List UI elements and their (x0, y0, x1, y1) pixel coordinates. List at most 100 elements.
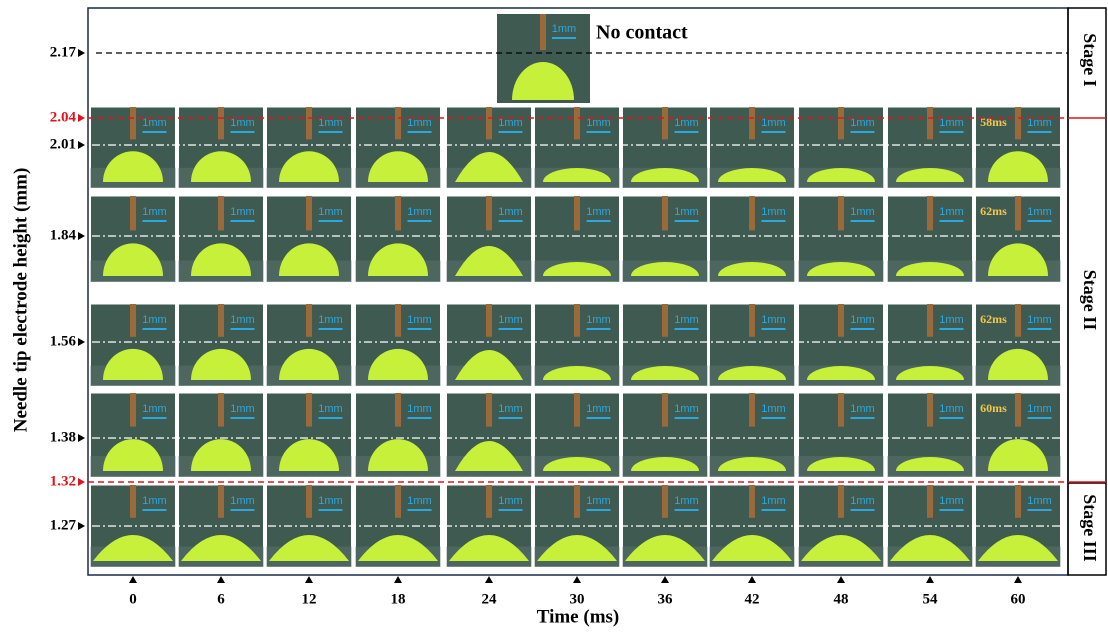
frame: 1mm (267, 196, 352, 282)
scale-label: 1mm (761, 403, 785, 415)
scale-label: 1mm (850, 495, 874, 507)
time-label: 18 (391, 591, 406, 607)
frame: 1mm (179, 393, 264, 477)
frame: 1mm (91, 196, 176, 282)
needle (218, 196, 224, 230)
scale-label: 1mm (586, 403, 610, 415)
height-arrow (78, 141, 85, 149)
scale-label: 1mm (407, 206, 431, 218)
frame: 1mm (799, 196, 884, 282)
needle (838, 304, 844, 337)
needle (749, 304, 755, 337)
needle (838, 393, 844, 427)
scale-label: 1mm (1027, 495, 1051, 507)
scale-label: 1mm (142, 495, 166, 507)
height-arrow (78, 114, 85, 122)
scale-label: 1mm (230, 206, 254, 218)
needle (574, 485, 580, 518)
needle (130, 304, 136, 337)
scale-label: 1mm (142, 403, 166, 415)
scale-label: 1mm (939, 495, 963, 507)
height-label: 1.84 (50, 227, 77, 243)
time-tick (217, 576, 225, 583)
frame: 1mm (267, 393, 352, 477)
end-time: 62ms (980, 204, 1007, 218)
scale-label: 1mm (939, 403, 963, 415)
needle (574, 107, 580, 139)
needle (486, 196, 492, 230)
time-tick (748, 576, 756, 583)
needle (306, 393, 312, 427)
scale-label: 1mm (850, 314, 874, 326)
time-tick (305, 576, 313, 583)
time-label: 0 (129, 591, 137, 607)
time-label: 54 (923, 591, 939, 607)
frame: 1mm (535, 393, 620, 477)
needle (927, 196, 933, 230)
figure: Needle tip electrode height (mm) Time (m… (0, 0, 1108, 634)
scale-label: 1mm (761, 314, 785, 326)
scale-label: 1mm (498, 403, 522, 415)
needle (395, 393, 401, 427)
frame: 1mm (267, 107, 352, 188)
time-label: 6 (217, 591, 225, 607)
needle (1015, 304, 1021, 337)
needle (306, 196, 312, 230)
needle (838, 196, 844, 230)
time-tick (129, 576, 137, 583)
needle (927, 107, 933, 139)
needle (1015, 485, 1021, 518)
frame: 1mm (179, 107, 264, 188)
frame: 1mm (356, 107, 441, 188)
frame: 1mm (623, 393, 708, 477)
frame: 1mm (623, 485, 708, 567)
frame: 1mm (799, 485, 884, 567)
scale-label: 1mm (674, 314, 698, 326)
scale-label: 1mm (498, 314, 522, 326)
frame: 1mm (710, 107, 795, 188)
time-label: 30 (570, 591, 585, 607)
height-label: 2.04 (50, 109, 77, 125)
height-label: 1.27 (50, 517, 77, 533)
time-tick (394, 576, 402, 583)
height-arrow (78, 478, 85, 486)
frame: 1mm (799, 304, 884, 386)
height-arrow (78, 522, 85, 530)
scale-label: 1mm (230, 314, 254, 326)
needle (306, 304, 312, 337)
no-contact-label: No contact (596, 22, 688, 44)
scale-label: 1mm (1027, 403, 1051, 415)
needle (749, 393, 755, 427)
needle (130, 196, 136, 230)
time-label: 24 (482, 591, 498, 607)
needle (130, 485, 136, 518)
frame: 1mm62ms (976, 304, 1061, 386)
frame: 1mm (497, 14, 590, 103)
needle (486, 393, 492, 427)
stage-label: Stage II (1080, 270, 1100, 331)
frame: 1mm (535, 107, 620, 188)
time-tick (661, 576, 669, 583)
needle (1015, 393, 1021, 427)
scale-label: 1mm (674, 206, 698, 218)
time-tick (485, 576, 493, 583)
frame: 1mm (447, 304, 532, 386)
scale-label: 1mm (850, 206, 874, 218)
time-label: 36 (658, 591, 674, 607)
needle (749, 485, 755, 518)
height-arrow (78, 434, 85, 442)
needle (218, 485, 224, 518)
scale-label: 1mm (674, 403, 698, 415)
frame: 1mm (623, 196, 708, 282)
scale-label: 1mm (498, 206, 522, 218)
scale-label: 1mm (318, 206, 342, 218)
time-label: 48 (834, 591, 849, 607)
frame: 1mm (799, 393, 884, 477)
frame: 1mm (356, 304, 441, 386)
scale-label: 1mm (939, 314, 963, 326)
frame: 1mm62ms (976, 196, 1061, 282)
height-arrow (78, 338, 85, 346)
needle (130, 107, 136, 139)
